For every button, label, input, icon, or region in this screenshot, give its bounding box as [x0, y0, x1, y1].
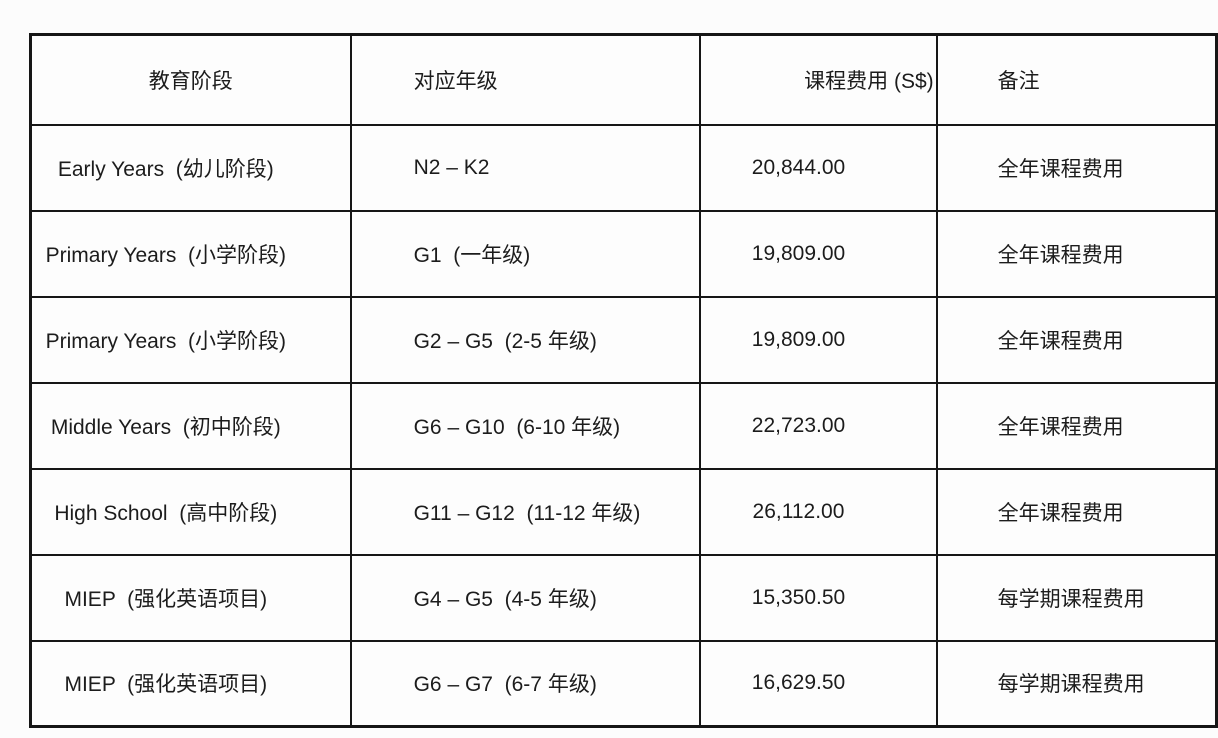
- cell-stage: MIEP (强化英语项目): [29, 639, 352, 728]
- table-row: High School (高中阶段) G11 – G12 (11-12 年级) …: [29, 467, 1218, 556]
- column-header-note: 备注: [935, 33, 1218, 126]
- cell-note: 全年课程费用: [935, 467, 1218, 556]
- cell-grade: G11 – G12 (11-12 年级): [349, 467, 702, 556]
- cell-fee: 22,723.00: [699, 381, 938, 470]
- cell-grade: G1 (一年级): [349, 209, 702, 298]
- cell-fee: 26,112.00: [699, 467, 938, 556]
- cell-grade: G4 – G5 (4-5 年级): [349, 553, 702, 642]
- column-header-fee: 课程费用 (S$): [699, 33, 938, 126]
- cell-stage: Middle Years (初中阶段): [29, 381, 352, 470]
- fees-table: 教育阶段 对应年级 课程费用 (S$) 备注 Early Years (幼儿阶段…: [29, 33, 1218, 728]
- table-row: MIEP (强化英语项目) G4 – G5 (4-5 年级) 15,350.50…: [29, 553, 1218, 642]
- cell-note: 全年课程费用: [935, 209, 1218, 298]
- cell-grade: G6 – G7 (6-7 年级): [349, 639, 702, 728]
- cell-note: 全年课程费用: [935, 123, 1218, 212]
- table-row: Middle Years (初中阶段) G6 – G10 (6-10 年级) 2…: [29, 381, 1218, 470]
- table-row: Primary Years (小学阶段) G2 – G5 (2-5 年级) 19…: [29, 295, 1218, 384]
- cell-fee: 16,629.50: [699, 639, 938, 728]
- cell-stage: MIEP (强化英语项目): [29, 553, 352, 642]
- cell-stage: Primary Years (小学阶段): [29, 295, 352, 384]
- table-row: Primary Years (小学阶段) G1 (一年级) 19,809.00 …: [29, 209, 1218, 298]
- cell-stage: High School (高中阶段): [29, 467, 352, 556]
- column-header-stage: 教育阶段: [29, 33, 352, 126]
- cell-note: 每学期课程费用: [935, 639, 1218, 728]
- cell-grade: G2 – G5 (2-5 年级): [349, 295, 702, 384]
- cell-fee: 20,844.00: [699, 123, 938, 212]
- cell-note: 全年课程费用: [935, 295, 1218, 384]
- cell-stage: Early Years (幼儿阶段): [29, 123, 352, 212]
- cell-grade: G6 – G10 (6-10 年级): [349, 381, 702, 470]
- table-row: Early Years (幼儿阶段) N2 – K2 20,844.00 全年课…: [29, 123, 1218, 212]
- cell-stage: Primary Years (小学阶段): [29, 209, 352, 298]
- cell-fee: 19,809.00: [699, 295, 938, 384]
- cell-note: 全年课程费用: [935, 381, 1218, 470]
- table-row: MIEP (强化英语项目) G6 – G7 (6-7 年级) 16,629.50…: [29, 639, 1218, 728]
- table-header-row: 教育阶段 对应年级 课程费用 (S$) 备注: [29, 33, 1218, 126]
- cell-fee: 19,809.00: [699, 209, 938, 298]
- cell-fee: 15,350.50: [699, 553, 938, 642]
- cell-note: 每学期课程费用: [935, 553, 1218, 642]
- column-header-grade: 对应年级: [349, 33, 702, 126]
- cell-grade: N2 – K2: [349, 123, 702, 212]
